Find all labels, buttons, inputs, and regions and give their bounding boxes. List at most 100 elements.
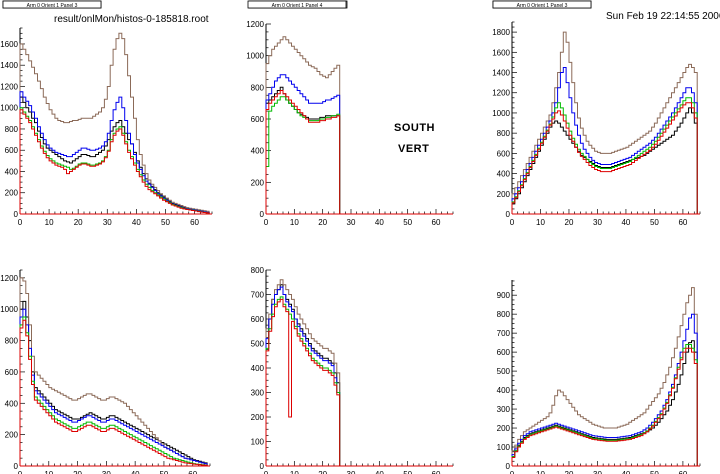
series-line [511, 97, 698, 214]
y-tick-label: 800 [5, 337, 19, 346]
y-tick-label: 0 [506, 210, 511, 219]
y-tick-label: 400 [251, 364, 265, 373]
x-tick-label: 0 [18, 218, 23, 227]
y-tick-label: 400 [497, 386, 511, 395]
y-tick-label: 1000 [246, 52, 264, 61]
series-line [19, 316, 208, 466]
x-tick-label: 40 [621, 218, 630, 227]
y-tick-label: 1600 [0, 40, 18, 49]
x-tick-label: 0 [264, 218, 269, 227]
y-tick-label: 400 [251, 147, 265, 156]
series-line [19, 308, 208, 466]
y-tick-label: 400 [497, 170, 511, 179]
series-line [265, 279, 341, 466]
x-tick-label: 10 [44, 470, 53, 474]
x-tick-label: 10 [536, 470, 545, 474]
y-tick-label: 1600 [492, 48, 510, 57]
x-tick-label: 0 [510, 470, 515, 474]
y-tick-label: 1400 [492, 69, 510, 78]
series-line [511, 340, 698, 466]
y-tick-label: 400 [5, 167, 19, 176]
y-tick-label: 0 [260, 210, 265, 219]
y-tick-label: 100 [251, 438, 265, 447]
series-line [19, 32, 210, 214]
y-tick-label: 0 [14, 210, 19, 219]
y-tick-label: 400 [5, 399, 19, 408]
y-tick-label: 1000 [492, 109, 510, 118]
y-tick-label: 700 [251, 291, 265, 300]
y-tick-label: 600 [497, 348, 511, 357]
y-tick-label: 1200 [0, 274, 18, 283]
y-tick-label: 300 [497, 405, 511, 414]
panel-title: Arm 0 Orient 1 Panel 4 [272, 3, 323, 9]
series-line [511, 31, 698, 214]
x-tick-label: 20 [74, 218, 83, 227]
y-tick-label: 500 [497, 367, 511, 376]
x-tick-label: 50 [403, 470, 412, 474]
y-tick-label: 800 [5, 125, 19, 134]
y-tick-label: 0 [260, 462, 265, 471]
y-tick-label: 300 [251, 389, 265, 398]
y-tick-label: 1200 [246, 20, 264, 29]
series-line [265, 90, 341, 214]
y-tick-label: 1200 [0, 82, 18, 91]
x-tick-label: 30 [102, 470, 111, 474]
series-line [265, 74, 341, 214]
x-tick-label: 50 [403, 218, 412, 227]
x-tick-label: 10 [536, 218, 545, 227]
x-tick-label: 50 [650, 218, 659, 227]
annotation-vert: VERT [398, 143, 430, 155]
x-tick-label: 40 [375, 470, 384, 474]
series-line [19, 319, 208, 466]
series-line [511, 102, 698, 214]
panel-4: Arm 0 Orient 1 Panel 4010020030040050060… [247, 0, 454, 474]
x-tick-label: 20 [318, 470, 327, 474]
x-tick-label: 60 [432, 470, 441, 474]
panel-3: Arm 0 Orient 1 Panel 3020040060080010001… [0, 0, 211, 474]
y-tick-label: 600 [5, 146, 19, 155]
x-tick-label: 30 [593, 218, 602, 227]
x-tick-label: 20 [318, 218, 327, 227]
panel-0: Arm 0 Orient 1 Panel 0020040060080010001… [0, 0, 213, 227]
x-tick-label: 30 [347, 470, 356, 474]
x-tick-label: 40 [131, 470, 140, 474]
y-tick-label: 1800 [492, 28, 510, 37]
panel-1: Arm 0 Orient 1 Panel 1020040060080010001… [246, 0, 454, 227]
x-tick-label: 60 [432, 218, 441, 227]
y-tick-label: 1400 [0, 61, 18, 70]
x-tick-label: 20 [565, 470, 574, 474]
series-line [511, 107, 698, 214]
y-tick-label: 800 [251, 83, 265, 92]
y-tick-label: 200 [251, 178, 265, 187]
series-line [19, 107, 210, 214]
series-line [19, 277, 208, 466]
series-line [265, 284, 341, 466]
series-line [511, 287, 698, 466]
x-tick-label: 20 [565, 218, 574, 227]
y-tick-label: 500 [251, 340, 265, 349]
y-tick-label: 1200 [492, 89, 510, 98]
x-tick-label: 10 [290, 218, 299, 227]
x-tick-label: 10 [45, 218, 54, 227]
y-tick-label: 200 [5, 431, 19, 440]
series-line [265, 36, 341, 214]
y-tick-label: 100 [497, 443, 511, 452]
series-line [19, 91, 210, 214]
x-tick-label: 0 [264, 470, 269, 474]
y-tick-label: 800 [251, 266, 265, 275]
annotation-south: SOUTH [394, 122, 435, 134]
y-tick-label: 900 [497, 291, 511, 300]
file-path-label: result/onlMon/histos-0-185818.root [54, 14, 209, 25]
y-tick-label: 800 [497, 129, 511, 138]
x-tick-label: 40 [132, 218, 141, 227]
panel-title-box [2, 0, 102, 9]
panel-2: Arm 0 Orient 1 Panel 2020040060080010001… [492, 0, 701, 227]
y-tick-label: 200 [5, 189, 19, 198]
series-line [19, 109, 210, 214]
x-tick-label: 10 [290, 470, 299, 474]
series-line [511, 67, 698, 214]
y-tick-label: 1000 [0, 104, 18, 113]
panel-title-box [492, 0, 592, 9]
y-tick-label: 600 [5, 368, 19, 377]
